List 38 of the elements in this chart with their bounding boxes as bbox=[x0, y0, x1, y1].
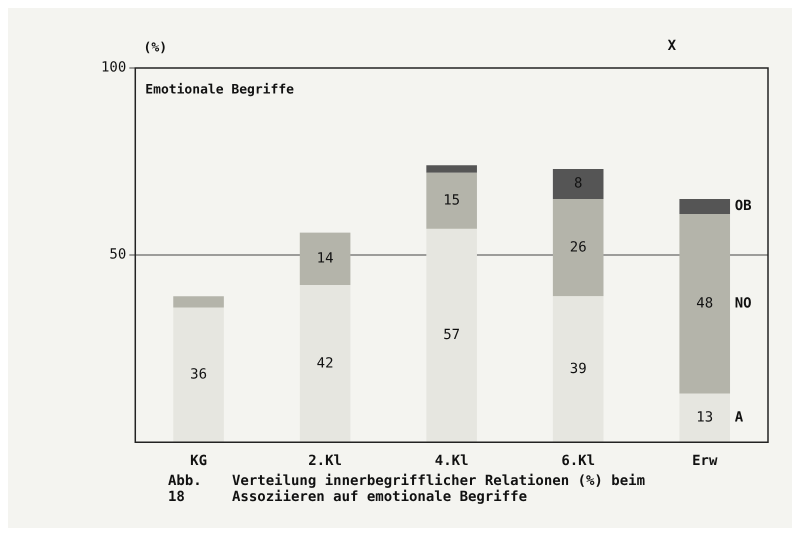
x-tick-label: 2.Kl bbox=[308, 453, 342, 470]
data-label: 48 bbox=[696, 295, 714, 312]
data-label: 14 bbox=[316, 250, 334, 266]
data-label: 39 bbox=[570, 360, 587, 377]
bar bbox=[426, 165, 477, 173]
series-label: NO bbox=[734, 295, 752, 312]
text: X bbox=[668, 38, 676, 54]
y-tick-label: 100 bbox=[100, 60, 126, 76]
data-label: 42 bbox=[316, 355, 334, 372]
bar bbox=[173, 296, 224, 308]
x-tick-label: 6.Kl bbox=[561, 453, 596, 470]
text: Verteilung innerbegrifflicher Relationen (%) beim Assoziieren auf emotionale Begriffe bbox=[232, 473, 646, 505]
bar bbox=[426, 172, 477, 229]
data-label: 8 bbox=[574, 176, 582, 192]
data-label: 13 bbox=[696, 410, 714, 426]
caption: Abb. 18 bbox=[168, 473, 203, 505]
bar bbox=[679, 394, 730, 442]
bar bbox=[300, 232, 350, 286]
bar bbox=[552, 198, 604, 296]
bar bbox=[679, 214, 730, 394]
x-tick-label: KG bbox=[190, 453, 207, 470]
y-tick-label: 50 bbox=[109, 246, 126, 263]
series-label: OB bbox=[734, 198, 752, 214]
series-label: A bbox=[734, 410, 744, 426]
bar bbox=[426, 228, 477, 442]
text: Emotionale Begriffe bbox=[145, 82, 294, 98]
bar bbox=[552, 169, 604, 199]
data-label: 36 bbox=[190, 366, 207, 382]
bar bbox=[300, 285, 350, 442]
bar bbox=[173, 307, 224, 442]
x-tick-label: Erw bbox=[692, 453, 718, 470]
data-label: 15 bbox=[443, 192, 460, 208]
bar bbox=[552, 296, 604, 442]
y-axis-title: (%) bbox=[144, 40, 168, 56]
bar bbox=[679, 198, 730, 214]
x-tick-label: 4.Kl bbox=[434, 453, 468, 470]
data-label: 57 bbox=[443, 327, 460, 344]
data-label: 26 bbox=[570, 239, 587, 256]
